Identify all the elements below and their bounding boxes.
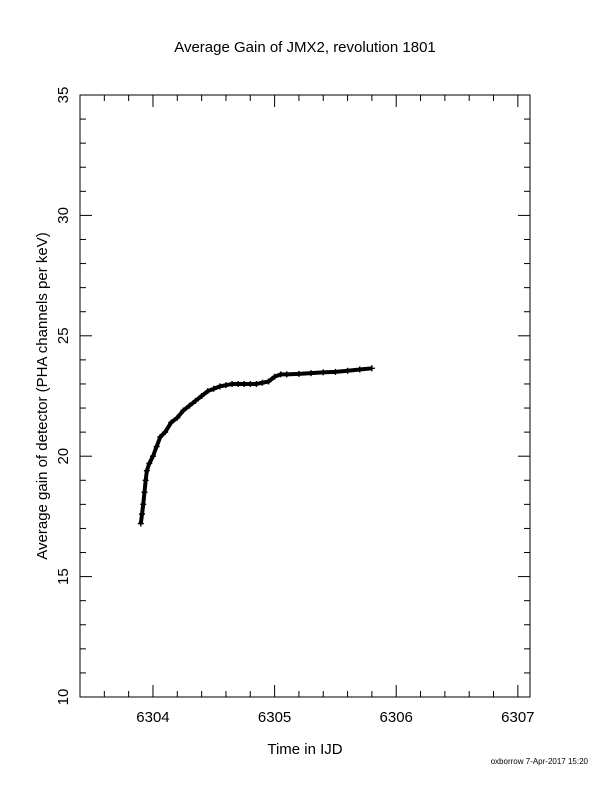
x-axis: 6304 6305 6306 6307 bbox=[79, 95, 535, 726]
y-tick-label: 10 bbox=[55, 689, 72, 706]
x-tick-label: 6306 bbox=[380, 709, 413, 726]
data-trace bbox=[138, 366, 373, 524]
data-series bbox=[137, 365, 375, 527]
y-tick-label: 30 bbox=[55, 207, 72, 224]
x-tick-label: 6305 bbox=[258, 709, 291, 726]
y-axis: 10 15 20 25 30 35 bbox=[55, 87, 530, 706]
y-axis-label: Average gain of detector (PHA channels p… bbox=[34, 232, 51, 559]
y-tick-label: 15 bbox=[55, 568, 72, 585]
x-axis-label: Time in IJD bbox=[267, 741, 342, 758]
y-tick-label: 35 bbox=[55, 87, 72, 104]
y-tick-label: 25 bbox=[55, 327, 72, 344]
y-tick-label: 20 bbox=[55, 448, 72, 465]
x-tick-label: 6307 bbox=[501, 709, 534, 726]
plot-area-frame bbox=[79, 94, 531, 698]
x-tick-label: 6304 bbox=[136, 709, 169, 726]
chart-title: Average Gain of JMX2, revolution 1801 bbox=[174, 39, 436, 56]
footer-stamp: oxborrow 7-Apr-2017 15:20 bbox=[490, 757, 588, 766]
